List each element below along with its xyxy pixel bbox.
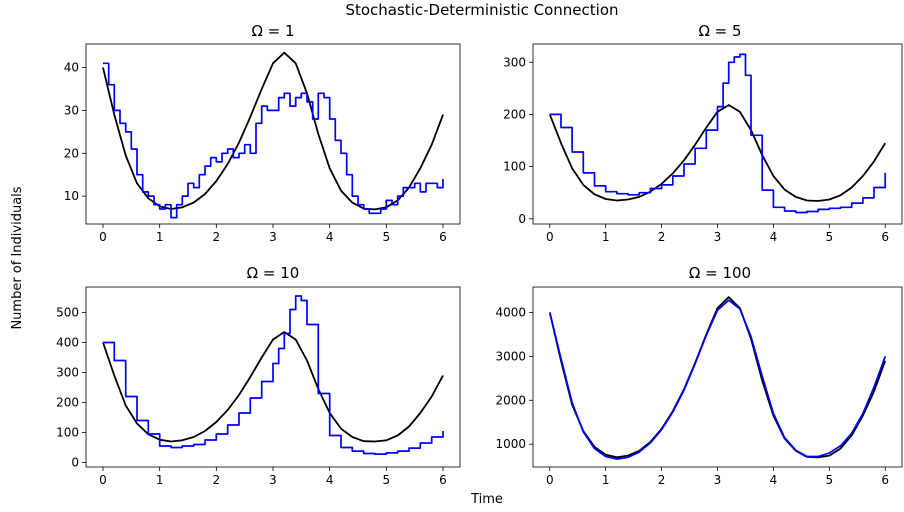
deterministic-series-line	[548, 296, 887, 459]
x-tick-label: 0	[99, 473, 107, 487]
y-tick-label: 0	[518, 212, 526, 226]
y-tick-label: 200	[503, 107, 526, 121]
figure-xlabel: Time	[470, 492, 503, 507]
x-tick-label: 4	[326, 473, 334, 487]
subplot-omega-5: Ω = 5 0 1 2 3 4 5 6 0 100 200 300	[503, 22, 903, 244]
x-tick-label: 5	[383, 473, 391, 487]
y-tick-label: 0	[71, 456, 79, 470]
x-tick-label: 3	[269, 230, 277, 244]
x-tick-label: 1	[602, 230, 610, 244]
x-tick-label: 5	[383, 230, 391, 244]
x-tick-label: 6	[439, 473, 447, 487]
stochastic-series-line	[103, 62, 444, 219]
y-tick-label: 200	[56, 396, 79, 410]
y-tick-label: 3000	[495, 349, 526, 363]
y-tick-label: 40	[64, 61, 79, 75]
y-tick-label: 20	[64, 146, 79, 160]
y-tick-label: 4000	[495, 305, 526, 319]
subplot-title: Ω = 5	[698, 22, 741, 40]
x-tick-label: 4	[326, 230, 334, 244]
y-tick-label: 10	[64, 189, 79, 203]
x-tick-label: 3	[714, 230, 722, 244]
axes-frame	[532, 43, 903, 225]
y-tick-label: 100	[56, 426, 79, 440]
y-tick-label: 400	[56, 336, 79, 350]
x-tick-label: 6	[881, 473, 889, 487]
stochastic-series-line	[548, 299, 886, 460]
subplot-omega-1: Ω = 1 0 1 2 3 4 5 6 10 20 30 40	[64, 22, 461, 244]
x-tick-label: 0	[99, 230, 107, 244]
x-tick-label: 2	[213, 230, 221, 244]
figure-suptitle: Stochastic-Deterministic Connection	[345, 1, 618, 19]
x-tick-label: 1	[156, 473, 164, 487]
x-tick-label: 3	[269, 473, 277, 487]
x-tick-label: 5	[825, 230, 833, 244]
x-tick-label: 0	[546, 473, 554, 487]
x-tick-label: 1	[602, 473, 610, 487]
axes-frame	[85, 43, 461, 225]
y-tick-label: 30	[64, 103, 79, 117]
y-tick-label: 1000	[495, 437, 526, 451]
y-tick-label: 100	[503, 160, 526, 174]
x-tick-label: 6	[439, 230, 447, 244]
x-tick-label: 4	[770, 473, 778, 487]
y-tick-label: 300	[56, 366, 79, 380]
figure-ylabel: Number of Individuals	[10, 186, 25, 329]
subplot-omega-100: Ω = 100 0 1 2 3 4 5 6 1000 2000 3000 4000	[495, 264, 903, 487]
x-tick-label: 1	[156, 230, 164, 244]
y-tick-label: 300	[503, 55, 526, 69]
x-tick-label: 4	[770, 230, 778, 244]
stochastic-series-line	[103, 295, 444, 455]
x-tick-label: 3	[714, 473, 722, 487]
y-tick-label: 500	[56, 306, 79, 320]
x-tick-label: 2	[213, 473, 221, 487]
subplot-title: Ω = 100	[689, 264, 751, 282]
x-tick-label: 0	[546, 230, 554, 244]
subplot-title: Ω = 1	[251, 22, 294, 40]
subplot-omega-10: Ω = 10 0 1 2 3 4 5 6 0 100 200 300 400 500	[56, 264, 461, 487]
stochastic-series-line	[549, 53, 887, 214]
y-tick-label: 2000	[495, 393, 526, 407]
x-tick-label: 6	[881, 230, 889, 244]
deterministic-series-line	[102, 51, 444, 211]
x-tick-label: 2	[658, 230, 666, 244]
x-tick-label: 2	[658, 473, 666, 487]
subplot-title: Ω = 10	[247, 264, 300, 282]
x-tick-label: 5	[825, 473, 833, 487]
deterministic-series-line	[102, 331, 444, 443]
